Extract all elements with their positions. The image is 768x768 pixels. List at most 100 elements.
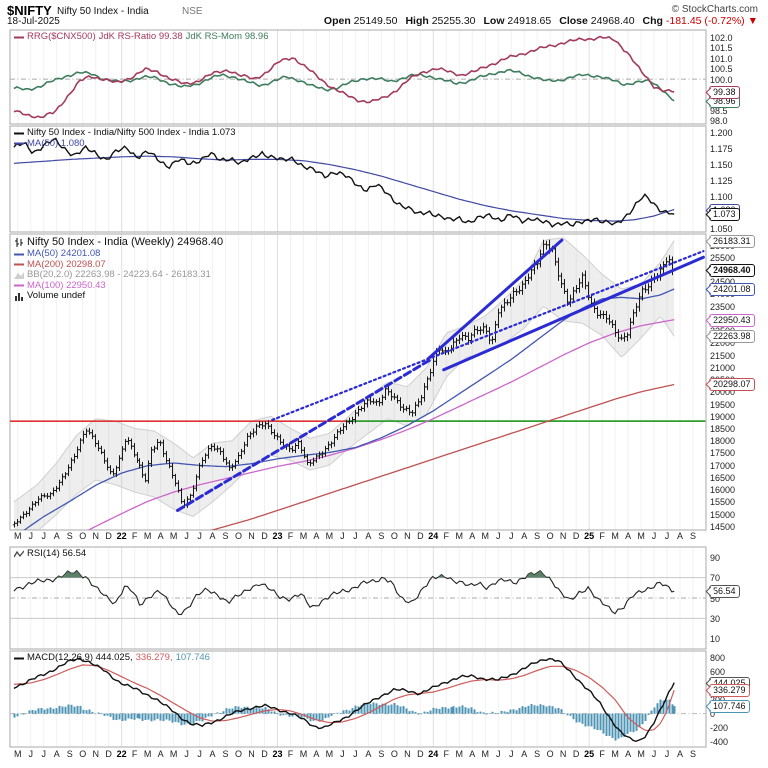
x-tick-label: M — [611, 748, 619, 759]
band-icon — [14, 271, 24, 280]
chart-date: 18-Jul-2025 — [7, 16, 60, 27]
value-badge-rrg: 99.38 — [709, 86, 740, 100]
x-tick-label: F — [287, 748, 294, 759]
x-tick-label: D — [417, 748, 424, 759]
value-badge-price: 24968.40 — [709, 264, 755, 278]
y-tick-rsi: 10 — [710, 634, 721, 645]
legend-text: RSI(14) 56.54 — [27, 548, 87, 559]
legend-text: MA(200) 20298.07 — [27, 258, 106, 270]
x-tick-label: O — [546, 531, 554, 541]
quote-value-low: 24918.65 — [504, 15, 552, 27]
x-tick-label: J — [184, 531, 189, 541]
x-tick-label: A — [365, 748, 372, 759]
y-tick-price: 14500 — [710, 521, 736, 532]
x-tick-label: M — [14, 531, 22, 541]
y-tick-price: 17500 — [710, 448, 736, 459]
x-tick-label: F — [443, 748, 450, 759]
x-tick-label: M — [481, 748, 490, 759]
y-tick-rsi: 90 — [710, 552, 721, 563]
legend-row: MA(200) 20298.07 — [14, 258, 223, 271]
x-tick-label: M — [299, 748, 308, 759]
x-tick-label: S — [534, 531, 541, 541]
x-tick-label: O — [390, 748, 398, 759]
x-tick-label: A — [677, 748, 684, 759]
legend-text: Nifty 50 Index - India/Nifty 500 Index -… — [27, 127, 236, 138]
x-tick-label: J — [495, 748, 501, 759]
x-tick-label: S — [534, 748, 541, 759]
credit: © StockCharts.com — [671, 4, 758, 15]
legend-text: MA(50) 24201.08 — [27, 248, 101, 259]
legend-rsi: RSI(14) 56.54 — [14, 548, 87, 560]
y-tick-ratio: 1.200 — [710, 127, 733, 138]
x-tick-label: J — [651, 748, 657, 759]
y-tick-rsi: 50 — [710, 593, 721, 604]
x-tick-label: D — [572, 748, 580, 759]
volume-icon — [14, 292, 24, 301]
y-tick-rrg: 101.0 — [710, 53, 733, 64]
y-tick-price: 16000 — [710, 485, 736, 496]
x-tick-label: D — [417, 531, 424, 541]
zigzag-icon — [14, 550, 24, 559]
line-icon — [14, 281, 24, 290]
series-ratio — [13, 137, 675, 228]
x-tick-label: J — [508, 748, 514, 759]
value-badge-ratio: 1.073 — [709, 208, 740, 221]
x-tick-label: S — [689, 531, 697, 541]
legend-row: Nifty 50 Index - India (Weekly) 24968.40 — [14, 236, 223, 249]
quote-value-high: 25255.30 — [428, 15, 476, 27]
x-tick-label: 23 — [272, 748, 283, 759]
y-tick-ratio: 1.175 — [710, 143, 733, 154]
x-tick-label: M — [325, 748, 334, 759]
y-tick-price: 25500 — [710, 252, 736, 263]
x-tick-label: 24 — [428, 531, 439, 541]
x-tick-label: O — [235, 748, 243, 759]
x-tick-label: A — [677, 531, 684, 541]
line-icon — [14, 654, 24, 663]
x-tick-label: S — [66, 531, 73, 541]
quote-label-low: Low — [483, 15, 505, 27]
rsi-overbought-fill — [56, 570, 550, 578]
trendline — [176, 357, 434, 512]
x-tick-label: M — [325, 531, 334, 541]
x-tick-label: S — [378, 531, 385, 541]
legend-text: MA(100) 22950.43 — [27, 279, 106, 291]
x-tick-label: F — [443, 531, 450, 541]
legend-text: 107.746 — [175, 652, 210, 663]
legend-row: MA(50) 1.080 — [14, 138, 236, 150]
exchange: NSE — [182, 6, 203, 17]
x-tick-label: M — [169, 531, 178, 541]
y-tick-rrg: 101.5 — [710, 43, 733, 54]
quote-bar: Open 25149.50 High 25255.30 Low 24918.65 Cl… — [316, 15, 758, 27]
legend-rrg: RRG($CNX500) JdK RS-Ratio 99.38 JdK RS-M… — [14, 31, 269, 43]
x-tick-label: 25 — [584, 531, 595, 541]
panel-rsi — [9, 546, 707, 650]
series-ratio-ma50 — [13, 155, 675, 222]
panel-rrg — [9, 29, 707, 125]
x-tick-label: A — [53, 531, 60, 541]
y-tick-macd: 0 — [710, 709, 716, 720]
candles-icon — [14, 238, 24, 247]
legend-row: MACD(12,26,9) 444.025, 336.279, 107.746 — [14, 652, 210, 664]
x-tick-label: D — [105, 531, 112, 541]
symbol: $NIFTY — [7, 3, 52, 18]
x-tick-label: 22 — [116, 748, 127, 759]
x-tick-label: D — [105, 748, 112, 759]
legend-text: JdK RS-Mom 98.96 — [185, 31, 269, 42]
y-tick-price: 21500 — [710, 350, 736, 361]
legend-row: RSI(14) 56.54 — [14, 548, 87, 560]
y-tick-price: 18000 — [710, 436, 736, 447]
x-tick-label: 24 — [428, 748, 439, 759]
legend-text: MACD(12,26,9) 444.025, — [27, 652, 133, 663]
x-tick-label: M — [169, 748, 178, 759]
value-badge-price: 22950.43 — [709, 313, 755, 327]
legend-ratio: Nifty 50 Index - India/Nifty 500 Index -… — [14, 127, 236, 150]
value-badge-price: 20298.07 — [709, 378, 755, 392]
legend-row: MA(50) 24201.08 — [14, 248, 223, 260]
x-tick-label: N — [404, 748, 411, 759]
y-tick-rrg: 100.5 — [710, 64, 733, 75]
symbol-name: Nifty 50 Index - India — [57, 6, 149, 17]
line-icon — [14, 129, 24, 138]
trendline — [271, 250, 705, 422]
x-tick-label: A — [313, 748, 320, 759]
